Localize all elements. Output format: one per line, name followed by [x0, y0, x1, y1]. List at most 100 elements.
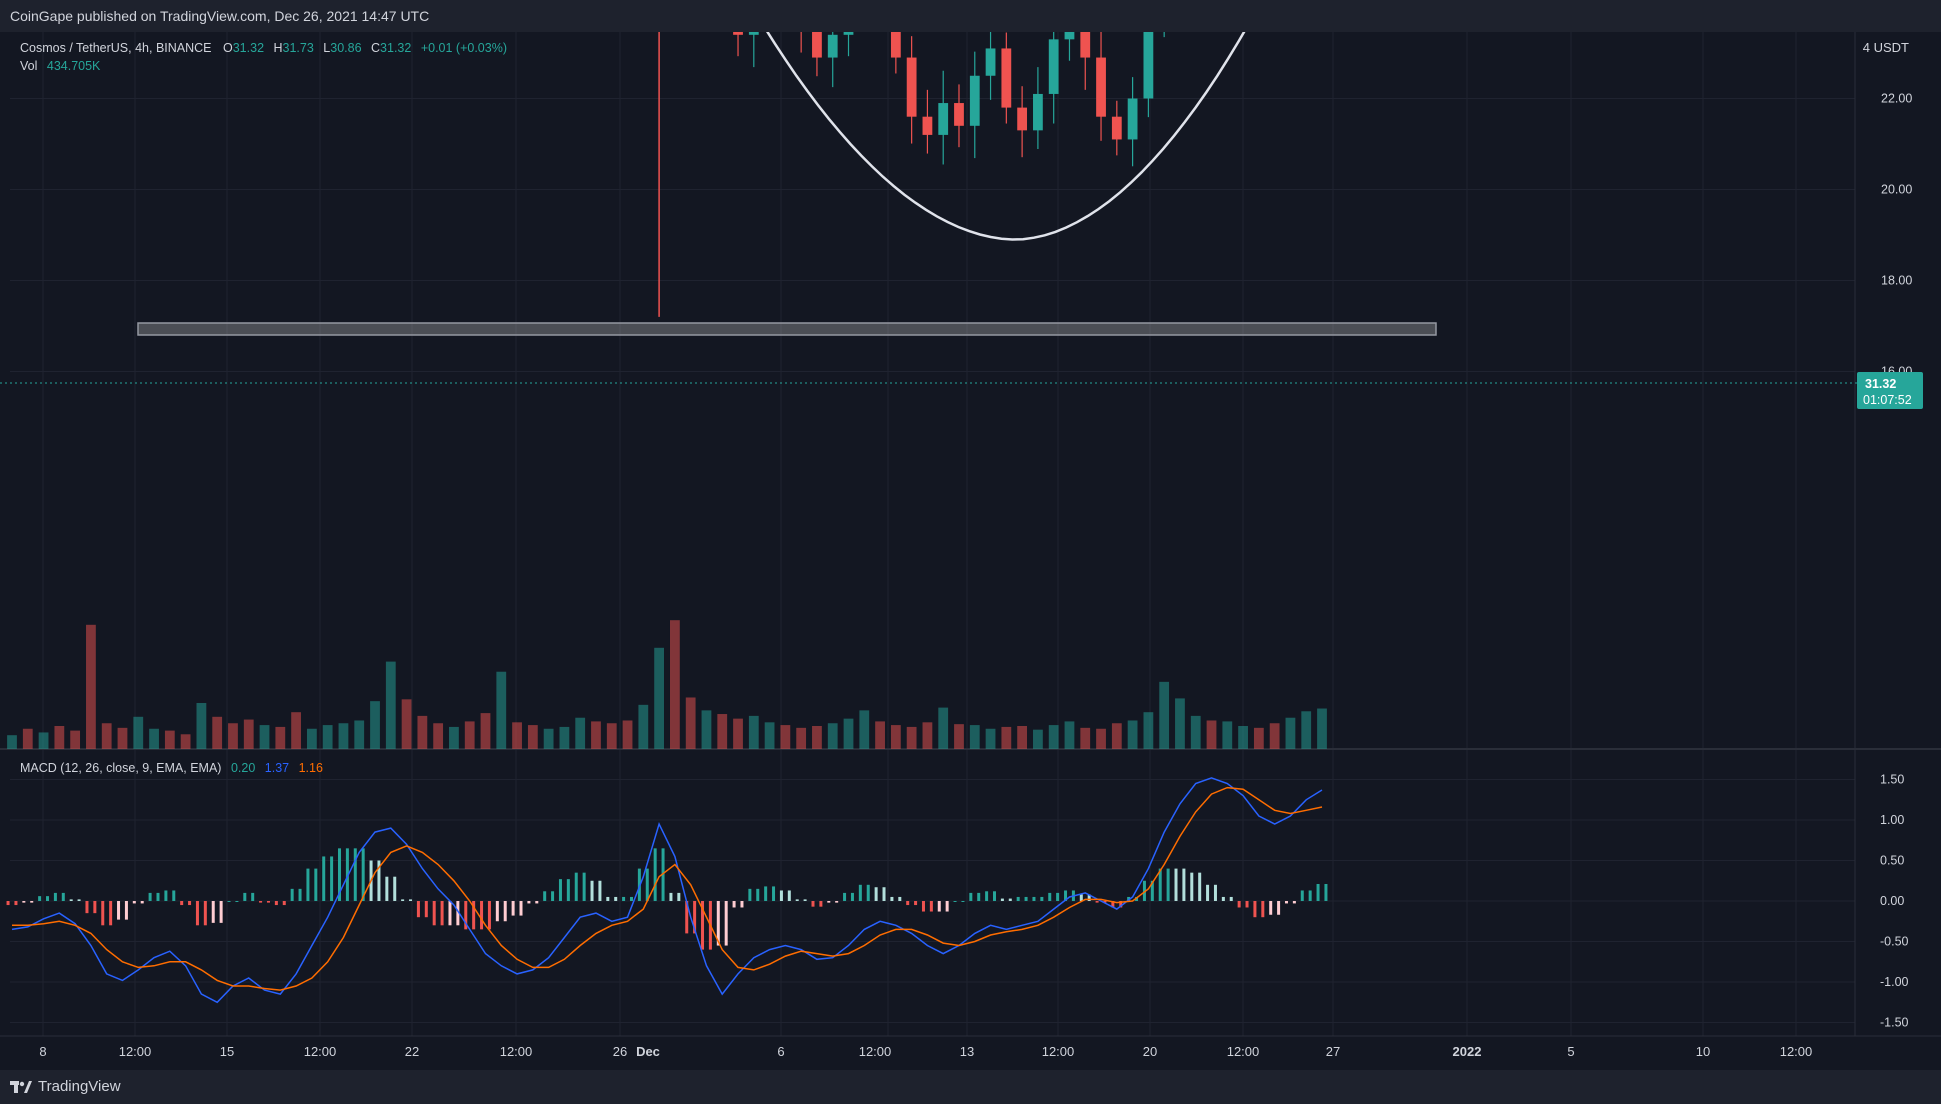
volume-bar — [922, 722, 933, 749]
macd-tick-label: -1.50 — [1880, 1016, 1909, 1030]
volume-bar — [180, 734, 191, 749]
volume-bar — [875, 721, 885, 749]
volume-bar — [196, 703, 207, 749]
macd-hist-bar — [203, 901, 207, 926]
candle-body — [1033, 93, 1043, 131]
macd-hist-bar — [1300, 890, 1304, 901]
volume-bar — [527, 725, 538, 749]
volume-bar — [275, 726, 286, 749]
volume-bar — [338, 723, 349, 749]
macd-hist-bar — [1316, 883, 1320, 901]
trading-chart[interactable]: 44.0042.0040.0038.0036.0034.0032.0030.00… — [0, 32, 1941, 1070]
volume-bar — [1143, 712, 1154, 749]
macd-hist-bar — [188, 901, 192, 906]
macd-hist-bar — [1079, 894, 1083, 901]
time-tick-label: 6 — [777, 1044, 784, 1059]
volume-bar — [622, 720, 633, 749]
macd-hist-bar — [527, 901, 531, 904]
macd-hist-bar — [945, 901, 949, 912]
macd-hist-bar — [227, 901, 231, 902]
macd-hist-bar — [1284, 901, 1288, 904]
tradingview-logo-icon — [10, 1081, 32, 1093]
macd-line — [11, 777, 1323, 1004]
macd-hist-bar — [85, 901, 89, 914]
volume-bar — [701, 710, 712, 749]
macd-tick-label: -1.00 — [1880, 975, 1909, 989]
candle-body — [922, 116, 933, 135]
macd-hist-bar — [109, 901, 113, 926]
footer-brand[interactable]: TradingView — [38, 1078, 121, 1095]
macd-hist-bar — [101, 901, 105, 926]
volume-bar — [969, 725, 980, 749]
volume-bar — [1159, 681, 1170, 749]
volume-bar — [70, 730, 81, 749]
macd-tick-label: 0.50 — [1880, 854, 1904, 868]
volume-bar — [827, 723, 838, 749]
volume-bar — [1301, 711, 1312, 749]
macd-hist-bar — [732, 901, 736, 908]
macd-value: 1.37 — [265, 761, 289, 775]
macd-hist-bar — [1056, 892, 1060, 901]
symbol-legend[interactable]: Cosmos / TetherUS, 4h, BINANCE O31.32 H3… — [20, 41, 507, 73]
macd-hist-bar — [985, 891, 989, 901]
macd-hist-bar — [401, 899, 405, 901]
macd-hist-bar — [53, 892, 57, 901]
macd-hist-bar — [969, 892, 973, 901]
time-tick-label: 20 — [1143, 1044, 1157, 1059]
macd-legend[interactable]: MACD (12, 26, close, 9, EMA, EMA) 0.20 1… — [20, 761, 323, 775]
macd-hist-bar — [1064, 890, 1068, 901]
macd-hist-bar — [487, 901, 491, 930]
macd-axis[interactable]: 1.50 1.00 0.50 0.00 -0.50 -1.00 -1.50 — [1880, 773, 1909, 1030]
low-label: L — [323, 41, 330, 55]
macd-hist-bar — [827, 901, 831, 903]
volume-bar — [954, 724, 964, 749]
candle-body — [1111, 116, 1122, 140]
macd-hist-bar — [629, 896, 633, 901]
candle-body — [969, 75, 980, 126]
macd-hist-bar — [921, 901, 925, 912]
volume-bar — [654, 647, 665, 749]
price-tick-label: 20.00 — [1881, 183, 1912, 197]
volume-bar — [559, 726, 570, 749]
macd-hist-bar — [1095, 901, 1099, 903]
time-tick-label: 27 — [1326, 1044, 1340, 1059]
rounding-bottom-curve[interactable] — [570, 32, 1433, 241]
volume-label: Vol — [20, 59, 37, 73]
candle-body — [1001, 48, 1012, 108]
volume-bar — [449, 726, 459, 749]
chart-grid — [10, 32, 1855, 1036]
time-tick-label: 22 — [405, 1044, 419, 1059]
macd-hist-bar — [6, 901, 10, 906]
macd-hist-bar — [1213, 884, 1217, 901]
volume-value: 434.705K — [47, 59, 101, 73]
volume-bar — [228, 723, 238, 749]
macd-hist-bar — [440, 901, 444, 926]
macd-hist-bar — [1166, 868, 1170, 901]
macd-hist-bar — [622, 896, 626, 901]
macd-hist-bar — [874, 887, 878, 901]
macd-hist-bar — [93, 901, 97, 914]
macd-hist-bar — [1150, 880, 1154, 901]
price-tick-label: 22.00 — [1881, 92, 1912, 106]
candle-body — [812, 32, 822, 58]
volume-bar — [717, 714, 728, 749]
volume-bar — [1253, 727, 1264, 749]
macd-hist-bar — [148, 892, 152, 901]
candle-body — [1096, 57, 1106, 117]
time-tick-label: 12:00 — [119, 1044, 152, 1059]
volume-bar — [1238, 726, 1248, 749]
volume-bar — [401, 699, 412, 749]
resistance-zone[interactable] — [137, 322, 1437, 336]
macd-hist-bar — [385, 876, 389, 901]
symbol-name: Cosmos / TetherUS, 4h, BINANCE — [20, 41, 212, 55]
macd-hist-bar — [937, 901, 941, 912]
volume-bar — [1190, 715, 1201, 749]
macd-hist-bar — [338, 848, 341, 901]
macd-hist-bar — [819, 901, 823, 907]
time-axis[interactable]: 8 12:00 15 12:00 22 12:00 26 Dec 6 12:00 13 12:00 20… — [39, 1044, 1812, 1059]
macd-hist-bar — [306, 868, 310, 901]
currency-label[interactable]: 4 USDT — [1863, 40, 1909, 55]
high-value: 31.73 — [283, 41, 314, 55]
macd-hist-bar — [685, 901, 689, 934]
signal-line — [12, 786, 1323, 991]
